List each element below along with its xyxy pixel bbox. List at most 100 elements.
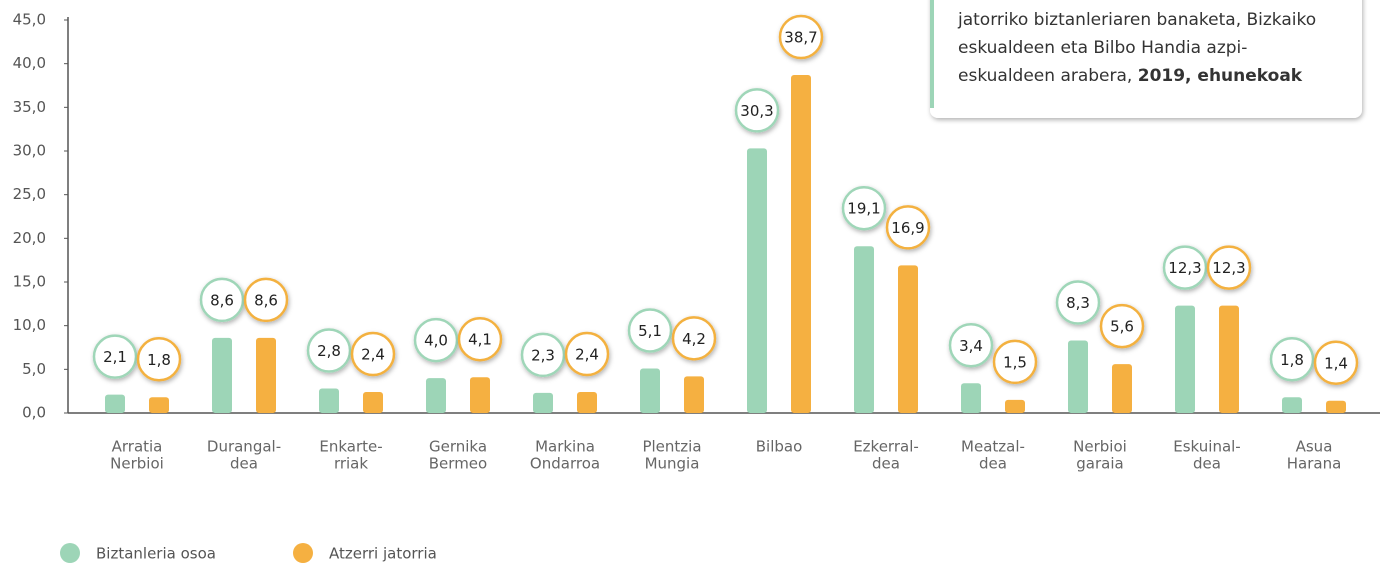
value-label: 2,4 bbox=[361, 346, 385, 364]
value-label: 16,9 bbox=[891, 219, 924, 237]
value-bubble bbox=[1162, 245, 1208, 290]
value-label: 8,6 bbox=[210, 291, 234, 309]
x-tick-label: Bermeo bbox=[429, 455, 487, 473]
bar bbox=[363, 392, 383, 413]
x-tick-label: Harana bbox=[1287, 455, 1342, 473]
x-tick-label: Gernika bbox=[429, 438, 487, 456]
value-label: 8,3 bbox=[1066, 294, 1090, 312]
value-bubble bbox=[1206, 245, 1252, 290]
bar bbox=[1326, 400, 1346, 413]
value-label: 2,8 bbox=[317, 342, 341, 360]
y-tick-label: 5,0 bbox=[22, 360, 46, 378]
x-tick-label: Eskuinal- bbox=[1173, 438, 1240, 456]
title-line: eskualdeen arabera, 2019, ehunekoak bbox=[958, 66, 1303, 86]
x-tick-label: dea bbox=[979, 455, 1007, 473]
x-tick-label: Asua bbox=[1296, 438, 1333, 456]
value-label: 4,0 bbox=[424, 332, 448, 350]
legend-swatch bbox=[60, 543, 80, 563]
value-bubble bbox=[778, 14, 824, 60]
value-bubble bbox=[199, 277, 245, 323]
value-label: 8,6 bbox=[254, 291, 278, 309]
bar bbox=[898, 265, 918, 413]
value-label: 1,8 bbox=[1280, 351, 1304, 369]
title-line: eskualdeen arabera, bbox=[958, 66, 1132, 86]
bar bbox=[1112, 364, 1132, 413]
value-label: 3,4 bbox=[959, 337, 983, 355]
value-bubble bbox=[520, 332, 566, 378]
value-label: 1,8 bbox=[147, 351, 171, 369]
bar bbox=[105, 394, 125, 413]
x-tick-label: Meatzal- bbox=[961, 438, 1025, 456]
value-label: 2,3 bbox=[531, 346, 555, 364]
value-bubble bbox=[350, 331, 396, 377]
title-line: jatorriko biztanleriaren banaketa, Bizka… bbox=[957, 10, 1316, 30]
x-tick-label: Arratia bbox=[112, 438, 163, 456]
value-bubble bbox=[457, 316, 503, 362]
value-label: 2,1 bbox=[103, 348, 127, 366]
legend-swatch bbox=[293, 543, 313, 563]
value-label: 19,1 bbox=[847, 200, 880, 218]
value-bubble bbox=[671, 316, 717, 361]
bar bbox=[1282, 397, 1302, 413]
x-tick-label: rriak bbox=[334, 455, 368, 473]
value-label: 38,7 bbox=[784, 29, 817, 47]
title-line: eskualdeen eta Bilbo Handia azpi- bbox=[958, 38, 1247, 58]
value-label: 30,3 bbox=[740, 102, 773, 120]
y-tick-label: 25,0 bbox=[13, 185, 46, 203]
value-bubble bbox=[92, 334, 138, 379]
bar bbox=[640, 368, 660, 413]
x-tick-label: dea bbox=[230, 455, 258, 473]
legend-label: Atzerri jatorria bbox=[329, 545, 437, 563]
bar bbox=[747, 148, 767, 413]
x-tick-label: Nerbioi bbox=[110, 455, 164, 473]
x-tick-label: Durangal- bbox=[207, 438, 281, 456]
value-label: 2,4 bbox=[575, 346, 599, 364]
x-tick-label: Plentzia bbox=[642, 438, 701, 456]
bar bbox=[470, 377, 490, 413]
x-tick-label: Nerbioi bbox=[1073, 438, 1127, 456]
bar bbox=[791, 75, 811, 414]
title-box: jatorriko biztanleriaren banaketa, Bizka… bbox=[930, 0, 1362, 118]
value-label: 4,2 bbox=[682, 330, 706, 348]
y-tick-label: 10,0 bbox=[13, 316, 46, 334]
value-bubble bbox=[948, 323, 994, 368]
value-label: 12,3 bbox=[1168, 259, 1201, 277]
x-tick-label: Markina bbox=[535, 438, 595, 456]
x-tick-label: Ondarroa bbox=[530, 455, 600, 473]
value-bubble bbox=[627, 308, 673, 353]
value-label: 4,1 bbox=[468, 331, 492, 349]
y-tick-label: 35,0 bbox=[13, 98, 46, 116]
bar bbox=[1219, 305, 1239, 413]
title-accent bbox=[930, 0, 934, 108]
value-label: 12,3 bbox=[1212, 259, 1245, 277]
value-bubble bbox=[136, 337, 182, 382]
value-bubble bbox=[734, 88, 780, 133]
value-label: 5,1 bbox=[638, 322, 662, 340]
value-bubble bbox=[1269, 337, 1315, 382]
value-bubble bbox=[306, 328, 352, 373]
value-bubble bbox=[885, 205, 931, 250]
x-tick-label: Bilbao bbox=[756, 438, 803, 456]
y-tick-label: 0,0 bbox=[22, 404, 46, 422]
value-bubble bbox=[413, 317, 459, 363]
bar bbox=[533, 392, 553, 413]
value-bubble bbox=[841, 185, 887, 231]
bar bbox=[149, 397, 169, 413]
bar bbox=[577, 392, 597, 413]
bar bbox=[319, 388, 339, 413]
title-emphasis: 2019, ehunekoak bbox=[1138, 66, 1303, 86]
y-tick-label: 15,0 bbox=[13, 273, 46, 291]
x-tick-label: Enkarte- bbox=[319, 438, 382, 456]
bar bbox=[426, 378, 446, 413]
bar bbox=[256, 337, 276, 413]
bar bbox=[212, 337, 232, 413]
value-bubble bbox=[564, 331, 610, 377]
value-bubble bbox=[1099, 303, 1145, 349]
value-label: 1,5 bbox=[1003, 353, 1027, 371]
x-tick-label: dea bbox=[1193, 455, 1221, 473]
value-bubble bbox=[992, 339, 1038, 385]
value-bubble bbox=[243, 277, 289, 323]
bar bbox=[684, 376, 704, 413]
bar bbox=[854, 246, 874, 413]
